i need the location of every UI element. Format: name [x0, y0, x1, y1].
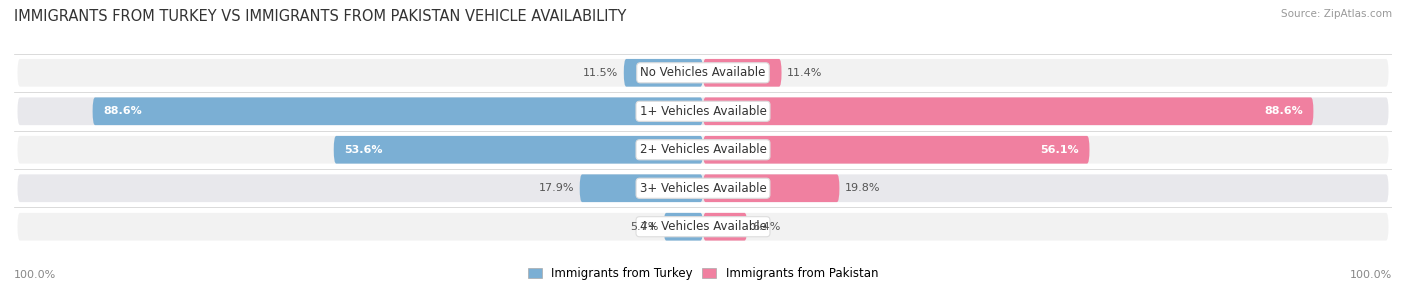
Text: 56.1%: 56.1%	[1040, 145, 1080, 155]
FancyBboxPatch shape	[703, 136, 1090, 164]
FancyBboxPatch shape	[17, 98, 1389, 125]
FancyBboxPatch shape	[17, 213, 1389, 241]
Text: 100.0%: 100.0%	[14, 270, 56, 280]
Text: 5.7%: 5.7%	[630, 222, 658, 232]
Text: 11.4%: 11.4%	[787, 68, 823, 78]
Text: Source: ZipAtlas.com: Source: ZipAtlas.com	[1281, 9, 1392, 19]
FancyBboxPatch shape	[17, 136, 1389, 164]
Text: 2+ Vehicles Available: 2+ Vehicles Available	[640, 143, 766, 156]
FancyBboxPatch shape	[703, 174, 839, 202]
Text: IMMIGRANTS FROM TURKEY VS IMMIGRANTS FROM PAKISTAN VEHICLE AVAILABILITY: IMMIGRANTS FROM TURKEY VS IMMIGRANTS FRO…	[14, 9, 627, 23]
FancyBboxPatch shape	[93, 98, 703, 125]
FancyBboxPatch shape	[624, 59, 703, 87]
Text: 11.5%: 11.5%	[583, 68, 619, 78]
Text: No Vehicles Available: No Vehicles Available	[640, 66, 766, 79]
Text: 88.6%: 88.6%	[103, 106, 142, 116]
Text: 88.6%: 88.6%	[1264, 106, 1303, 116]
FancyBboxPatch shape	[703, 59, 782, 87]
FancyBboxPatch shape	[664, 213, 703, 241]
Text: 3+ Vehicles Available: 3+ Vehicles Available	[640, 182, 766, 195]
Text: 19.8%: 19.8%	[845, 183, 880, 193]
FancyBboxPatch shape	[703, 98, 1313, 125]
Text: 53.6%: 53.6%	[344, 145, 382, 155]
Text: 17.9%: 17.9%	[538, 183, 574, 193]
FancyBboxPatch shape	[703, 213, 747, 241]
FancyBboxPatch shape	[17, 174, 1389, 202]
Legend: Immigrants from Turkey, Immigrants from Pakistan: Immigrants from Turkey, Immigrants from …	[527, 267, 879, 280]
FancyBboxPatch shape	[17, 59, 1389, 87]
Text: 6.4%: 6.4%	[752, 222, 780, 232]
FancyBboxPatch shape	[333, 136, 703, 164]
Text: 4+ Vehicles Available: 4+ Vehicles Available	[640, 220, 766, 233]
FancyBboxPatch shape	[579, 174, 703, 202]
Text: 1+ Vehicles Available: 1+ Vehicles Available	[640, 105, 766, 118]
Text: 100.0%: 100.0%	[1350, 270, 1392, 280]
